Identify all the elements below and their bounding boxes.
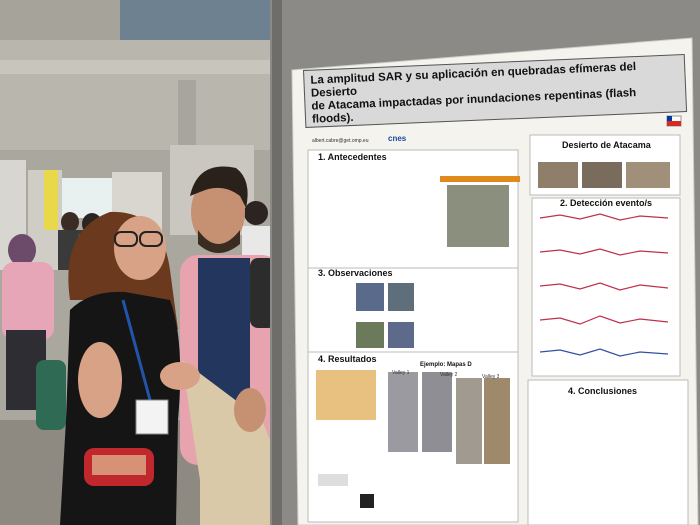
- valley-label-1: Valley 1: [392, 370, 410, 376]
- woman-face: [114, 216, 166, 280]
- section-antecedentes: 1. Antecedentes: [318, 152, 387, 162]
- cnes-logo: cnes: [388, 134, 407, 143]
- section-desierto: Desierto de Atacama: [562, 140, 651, 150]
- obs-image-2: [388, 283, 414, 311]
- woman-badge: [135, 399, 169, 435]
- section-conclusiones: 4. Conclusiones: [568, 386, 638, 396]
- desert-photo-3: [626, 162, 670, 188]
- obs-image-1: [356, 283, 384, 311]
- man-hair: [190, 166, 248, 208]
- bg-person-4: [244, 201, 268, 225]
- section-resultados: 4. Resultados: [318, 354, 377, 364]
- poster-email: albert.cabre@get.omp.eu: [312, 138, 369, 144]
- qr-area: [318, 474, 348, 486]
- plot-line-5: [539, 348, 669, 357]
- valley-label-3: Valley 3: [482, 374, 500, 380]
- man-backpack-strap: [250, 258, 276, 328]
- map-1: [388, 372, 418, 452]
- chile-flag-blue: [667, 116, 672, 121]
- obs-image-3: [356, 322, 384, 348]
- map-3: [456, 378, 482, 464]
- bg-person-shirt: [2, 262, 54, 340]
- far-window: [62, 178, 112, 218]
- section-observaciones: 3. Observaciones: [318, 268, 393, 278]
- woman-hand: [160, 362, 200, 390]
- window-sky: [120, 0, 270, 40]
- desert-photo-1: [538, 162, 578, 188]
- chile-flag-red: [667, 121, 681, 126]
- man-beard: [198, 230, 240, 253]
- woman-glasses-right: [139, 231, 163, 247]
- bg-person-2: [61, 212, 79, 232]
- woman-lanyard: [121, 299, 152, 401]
- section-deteccion: 2. Detección evento/s: [560, 198, 653, 208]
- desert-photo-2: [582, 162, 622, 188]
- results-table: [316, 370, 376, 420]
- pouch-pattern: [92, 455, 146, 475]
- panel-observaciones: [307, 267, 519, 364]
- plot-line-1: [539, 213, 669, 221]
- orange-bar: [440, 176, 520, 182]
- plot-line-4: [539, 315, 669, 325]
- plot-line-2: [539, 248, 669, 256]
- plot-line-3: [539, 282, 669, 291]
- woman-glasses-left: [114, 231, 138, 247]
- valley-label-2: Valley 2: [440, 372, 458, 378]
- ceiling-beam-2: [0, 60, 290, 74]
- bg-person-head: [8, 234, 36, 266]
- green-backpack: [36, 360, 66, 430]
- board-frame: [272, 0, 282, 525]
- qr-code: [360, 494, 374, 508]
- panel-conclusiones: [527, 379, 689, 525]
- man-face: [191, 176, 245, 248]
- map-2: [422, 372, 452, 452]
- man-khaki-pants: [182, 360, 272, 525]
- yellow-poster: [44, 170, 58, 230]
- obs-image-4: [388, 322, 414, 348]
- map-4: [484, 378, 510, 464]
- woman-arm: [78, 342, 122, 418]
- man-hand: [234, 388, 266, 432]
- section-mapas: Ejemplo: Mapas D: [420, 362, 472, 368]
- satellite-image: [447, 185, 509, 247]
